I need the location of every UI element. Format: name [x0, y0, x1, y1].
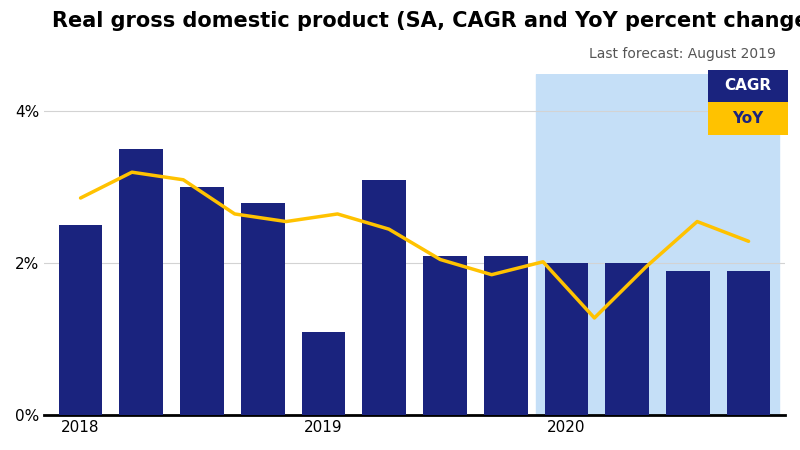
- Bar: [58, 225, 102, 415]
- Bar: [302, 332, 346, 415]
- Bar: [180, 187, 224, 415]
- Text: CAGR: CAGR: [725, 78, 771, 94]
- Bar: [726, 271, 770, 415]
- Bar: [362, 180, 406, 415]
- Bar: [484, 256, 527, 415]
- Text: Last forecast: August 2019: Last forecast: August 2019: [589, 47, 776, 61]
- Bar: [423, 256, 466, 415]
- Text: Real gross domestic product (SA, CAGR and YoY percent change): Real gross domestic product (SA, CAGR an…: [52, 11, 800, 31]
- Text: YoY: YoY: [732, 111, 764, 126]
- Bar: [545, 263, 588, 415]
- Bar: [606, 263, 649, 415]
- Bar: [241, 202, 285, 415]
- Bar: [536, 73, 779, 415]
- Bar: [666, 271, 710, 415]
- Bar: [119, 149, 163, 415]
